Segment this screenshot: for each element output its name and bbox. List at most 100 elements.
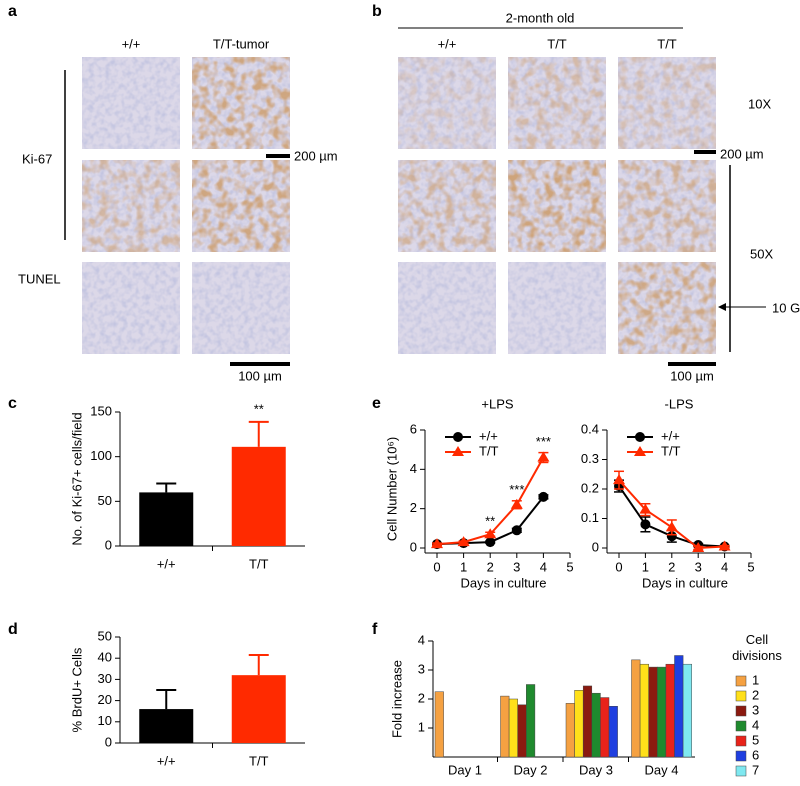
x-tick-label: T/T [249, 556, 269, 571]
marker [635, 432, 645, 442]
legend-label: 5 [752, 732, 759, 747]
y-tick-label: 30 [98, 671, 112, 686]
y-tick-label: 0.1 [581, 510, 599, 525]
row-label: Ki-67 [22, 151, 52, 166]
marker [538, 491, 549, 502]
x-axis-label: Days in culture [461, 575, 547, 590]
x-tick-label: 4 [721, 559, 728, 574]
marker [431, 538, 443, 549]
y-axis-label: No. of Ki-67+ cells/field [69, 412, 84, 545]
marker [452, 446, 464, 456]
group-label: 2-month old [506, 10, 575, 25]
y-tick-label: 2 [418, 690, 425, 705]
legend-swatch [735, 705, 747, 717]
micrograph-texture [192, 262, 290, 354]
x-tick-label: 1 [460, 559, 467, 574]
column-label: +/+ [438, 36, 457, 51]
x-tick-label: Day 4 [645, 762, 679, 777]
legend-label: 3 [752, 702, 759, 717]
legend-label: 1 [752, 672, 759, 687]
x-tick-label: 4 [540, 559, 547, 574]
chart-title: +LPS [481, 396, 513, 411]
y-tick-label: 4 [418, 632, 425, 647]
marker [537, 451, 550, 462]
x-axis-label: Days in culture [642, 575, 728, 590]
marker [510, 498, 523, 509]
y-axis-label: Fold increase [389, 660, 404, 738]
micrograph-texture [398, 262, 496, 354]
y-tick-label: 40 [98, 650, 112, 665]
marker [666, 531, 677, 542]
legend-label: T/T [479, 443, 499, 458]
marker [639, 503, 652, 514]
legend-swatch [735, 765, 747, 777]
x-tick-label: Day 3 [579, 762, 613, 777]
marker [634, 446, 646, 456]
marker [640, 519, 651, 530]
bar [608, 706, 618, 758]
x-tick-label: 0 [615, 559, 622, 574]
column-label: T/T [547, 36, 567, 51]
panel-letter: c [8, 395, 17, 412]
x-tick-label: Day 1 [448, 762, 482, 777]
panel-letter: b [372, 3, 382, 20]
marker [613, 474, 625, 485]
legend-label: +/+ [661, 428, 680, 443]
annotation: *** [536, 434, 551, 449]
panel-letter: e [372, 395, 381, 412]
y-tick-label: 50 [98, 493, 112, 508]
legend-label: +/+ [479, 428, 498, 443]
y-tick-label: 3 [418, 661, 425, 676]
y-axis-label: % BrdU+ Cells [69, 647, 84, 732]
legend-label: T/T [661, 443, 681, 458]
x-tick-label: 1 [642, 559, 649, 574]
micrograph-stain [618, 57, 716, 149]
micrograph-stain [398, 57, 496, 149]
arrow-head [718, 303, 726, 311]
annotation: ** [254, 401, 264, 416]
y-tick-label: 10 [98, 713, 112, 728]
x-tick-label: 2 [487, 559, 494, 574]
bar [139, 709, 194, 743]
bar [582, 685, 593, 758]
micrograph-stain [192, 57, 290, 149]
micrograph-stain [618, 262, 716, 354]
scale-label: 200 µm [720, 146, 764, 161]
marker [453, 432, 463, 442]
marker [457, 536, 470, 547]
x-tick-label: +/+ [157, 753, 176, 768]
bar [500, 695, 510, 758]
legend-label: 6 [752, 747, 759, 762]
legend-title: Cell divisions [732, 632, 782, 663]
marker [692, 542, 705, 552]
y-tick-label: 0 [410, 539, 417, 554]
y-tick-label: 0 [105, 734, 112, 749]
x-tick-label: Day 2 [514, 762, 548, 777]
bar [231, 675, 286, 743]
annotation: 10 Gy [772, 300, 800, 315]
micrograph-texture [508, 262, 606, 354]
marker [511, 525, 522, 536]
panel-letter: a [8, 3, 17, 20]
bar [565, 703, 575, 758]
scale-label: 200 µm [294, 148, 338, 163]
x-tick-label: 3 [513, 559, 520, 574]
chart-title: -LPS [665, 396, 694, 411]
x-tick-label: 5 [566, 559, 573, 574]
bar [665, 663, 675, 758]
y-tick-label: 0.2 [581, 480, 599, 495]
marker [665, 521, 678, 532]
legend-label: 4 [752, 717, 759, 732]
bar [517, 704, 527, 758]
x-tick-label: +/+ [157, 556, 176, 571]
bar [591, 692, 601, 758]
legend-label: 7 [752, 762, 759, 777]
y-tick-label: 50 [98, 628, 112, 643]
micrograph-texture [82, 57, 180, 149]
magnification: 50X [750, 246, 773, 261]
micrograph-stain [508, 160, 606, 252]
micrograph-stain [508, 57, 606, 149]
scale-label: 100 µm [238, 368, 282, 383]
